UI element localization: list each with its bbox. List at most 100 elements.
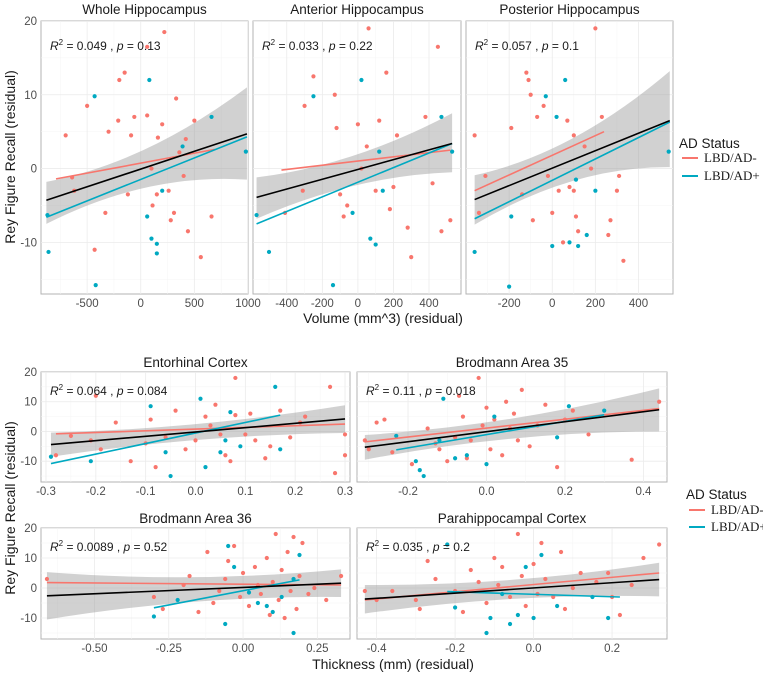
series-lbd-ad (362, 531, 662, 618)
data-point (476, 375, 481, 381)
data-point (362, 588, 367, 594)
data-point (205, 549, 210, 555)
data-point (355, 122, 360, 127)
data-point (149, 236, 154, 241)
top-y-axis-title: Rey Figure Recall (residual) (2, 70, 18, 244)
x-tick-label: -500 (76, 298, 99, 310)
data-point (387, 207, 392, 212)
data-point (515, 531, 520, 537)
data-point (578, 570, 583, 576)
x-tick-label: -200 (498, 298, 521, 310)
data-point (291, 534, 296, 540)
y-tick-label: 10 (24, 397, 37, 409)
data-point (145, 113, 150, 118)
data-point (93, 393, 98, 398)
series-lbd-ad (362, 375, 662, 470)
data-point (198, 396, 203, 401)
data-point (193, 438, 198, 443)
data-point (496, 582, 501, 588)
data-point (149, 166, 154, 171)
data-point (342, 432, 348, 437)
data-point (332, 92, 337, 97)
data-point (311, 74, 316, 79)
y-tick-label: 0 (31, 164, 37, 176)
data-point (268, 444, 273, 449)
data-point (567, 184, 572, 190)
data-point (266, 249, 272, 255)
panel-title: Entorhinal Cortex (143, 355, 248, 370)
data-point (154, 241, 159, 246)
data-point (300, 188, 305, 193)
data-point (445, 542, 450, 547)
data-point (556, 188, 561, 193)
data-point (150, 203, 155, 208)
data-point (528, 92, 533, 97)
fit-line-lbd-ad (281, 149, 451, 171)
stat-annotation: R2 = 0.064 , p = 0.084 (50, 383, 168, 398)
data-point (551, 594, 556, 600)
x-tick-label: -0.1 (136, 486, 156, 498)
data-point (621, 258, 626, 263)
data-point (232, 564, 237, 570)
x-tick-label: 0.4 (635, 486, 652, 498)
legend-bottom: AD Status LBD/AD- LBD/AD+ (686, 487, 763, 534)
data-point (208, 423, 213, 428)
data-point (629, 582, 634, 588)
series-lbd-ad (254, 77, 455, 288)
data-point (267, 612, 272, 618)
data-point (168, 473, 173, 479)
stat-annotation: R2 = 0.0089 , p = 0.52 (50, 539, 168, 554)
data-point (476, 210, 482, 215)
x-tick-label: -0.2 (445, 643, 465, 655)
series-lbd-ad (282, 26, 453, 260)
data-point (330, 283, 336, 288)
data-point (391, 184, 396, 190)
fit-line-overall (46, 582, 342, 597)
data-point (382, 417, 387, 422)
y-tick-label: -10 (20, 613, 37, 625)
data-point (448, 218, 453, 223)
confidence-band (474, 71, 670, 225)
data-point (531, 615, 536, 621)
data-point (364, 144, 369, 149)
y-tick-label: 20 (24, 16, 37, 28)
panel-background (40, 20, 249, 295)
data-point (226, 543, 231, 549)
data-point (187, 573, 192, 579)
data-point (464, 456, 469, 461)
x-tick-label: 0.0 (526, 643, 542, 655)
data-point (541, 103, 546, 108)
data-point (576, 229, 581, 234)
data-point (377, 118, 382, 123)
data-point (437, 447, 442, 452)
data-point (483, 173, 488, 179)
bottom-y-axis-title: Rey Figure Recall (residual) (2, 421, 18, 595)
data-point (203, 465, 208, 470)
data-point (297, 573, 302, 579)
x-tick-label: 0.2 (287, 486, 303, 498)
x-tick-label: 0.3 (337, 486, 353, 498)
data-point (218, 450, 223, 455)
data-point (492, 414, 497, 419)
data-point (535, 114, 540, 120)
data-point (565, 118, 570, 123)
data-point (484, 630, 489, 636)
data-point (555, 435, 560, 440)
data-point (593, 26, 598, 31)
x-tick-label: -0.2 (86, 486, 106, 498)
data-point (366, 26, 371, 31)
data-point (492, 417, 497, 422)
data-point (196, 609, 201, 615)
data-point (151, 594, 157, 600)
data-point (217, 588, 222, 594)
data-point (237, 594, 243, 600)
data-point (312, 585, 317, 591)
data-point (515, 438, 520, 443)
data-point (278, 408, 283, 413)
data-point (421, 473, 426, 479)
data-point (550, 243, 555, 249)
data-point (488, 615, 493, 621)
data-point (507, 594, 513, 600)
fit-line-lbd-ad (55, 148, 215, 180)
stat-annotation: R2 = 0.035 , p = 0.2 (366, 539, 470, 554)
